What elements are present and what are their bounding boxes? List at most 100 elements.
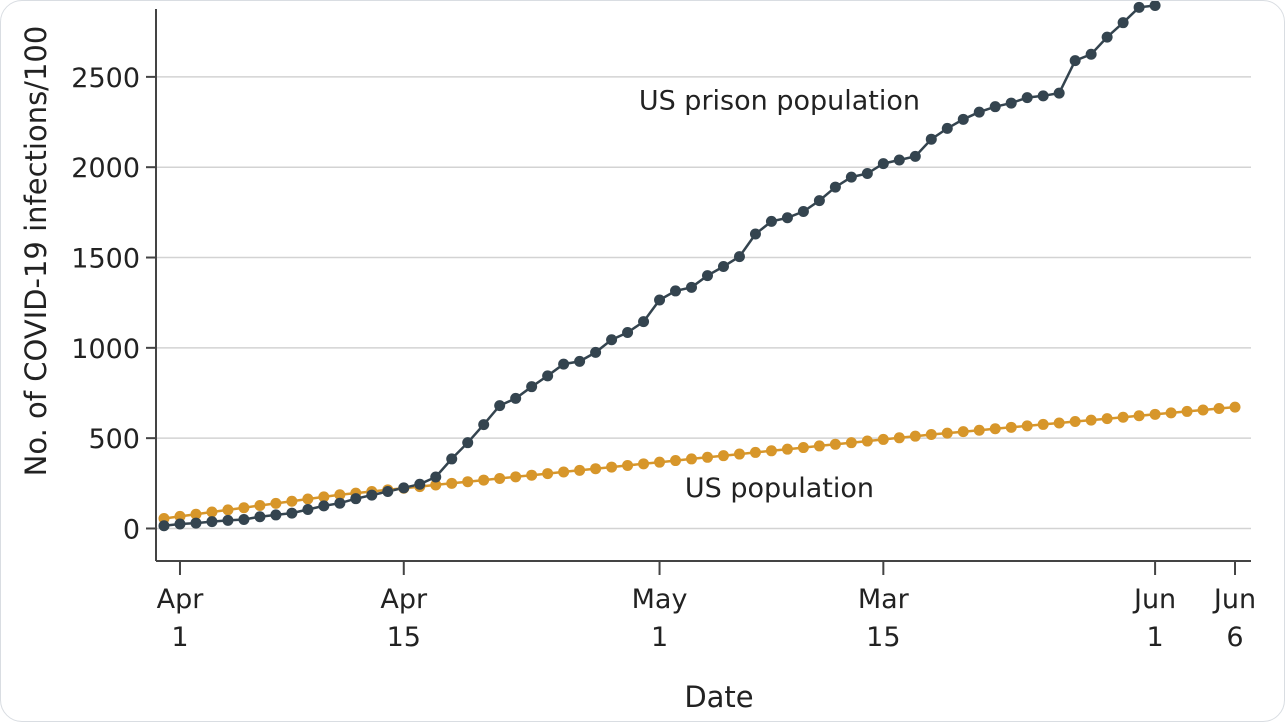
data-point [797,442,809,454]
data-point [222,504,234,516]
data-point [1053,417,1065,429]
y-axis-title: No. of COVID-19 infections/100 [19,26,53,477]
data-point [909,430,921,442]
data-point [893,154,905,166]
grid-lines [156,76,1251,530]
data-point [861,168,873,180]
data-point [318,500,330,512]
x-tick-label-day: 15 [866,622,900,653]
data-point [845,171,857,183]
data-point [1069,55,1081,67]
y-tick-label: 0 [123,514,140,545]
data-point [318,491,330,503]
data-point [462,437,474,449]
data-point [622,459,634,471]
data-point [206,516,218,528]
data-point [574,464,586,476]
x-tick-label-month: Jun [1132,584,1176,615]
x-tick-label-month: Jun [1212,584,1256,615]
data-point [1133,1,1145,13]
data-point [957,113,969,125]
data-point [909,150,921,162]
data-point [781,212,793,224]
data-point [286,495,298,507]
data-point [1101,31,1113,43]
data-point [717,261,729,273]
data-point [366,489,378,501]
data-point [925,133,937,145]
data-point [670,285,682,297]
data-point [765,445,777,457]
data-point [925,429,937,441]
data-point [670,455,682,467]
series-line [163,4,1156,528]
data-point [510,471,522,483]
data-point [430,471,442,483]
data-point [893,432,905,444]
y-tick-label: 2500 [71,63,140,94]
data-point [398,482,410,494]
data-point [446,453,458,465]
data-point [574,355,586,367]
data-point [270,497,282,509]
data-point [797,205,809,217]
data-point [478,474,490,486]
data-point [174,510,186,522]
data-point [414,478,426,490]
data-point [989,423,1001,435]
data-point [238,502,250,514]
data-point [813,440,825,452]
data-point [861,435,873,447]
data-point [765,215,777,227]
x-axis-title: Date [684,680,753,714]
data-point [845,437,857,449]
x-tick-label-month: Apr [380,584,428,615]
data-point [749,228,761,240]
data-point [829,438,841,450]
data-point [941,122,953,134]
data-point [701,270,713,282]
data-point [1085,48,1097,60]
data-point [686,453,698,465]
data-point [286,507,298,519]
data-point [941,427,953,439]
data-point [494,400,506,412]
data-point [781,443,793,455]
data-point [749,446,761,458]
data-point [1181,405,1193,417]
series-lines [163,4,1236,528]
y-tick-label: 500 [88,424,140,455]
data-point [478,419,490,431]
data-point [686,281,698,293]
data-point [1213,403,1225,415]
x-tick-label-day: 1 [171,622,188,653]
data-point [494,472,506,484]
data-point [334,497,346,509]
data-point [638,316,650,328]
data-point [1021,92,1033,104]
series-annotation: US prison population [639,85,920,116]
data-point [606,461,618,473]
x-axis-ticks: Apr 1 Apr 15 May 1 Mar 15 Jun 1 Jun 6 [157,561,1256,653]
data-point [1149,408,1161,420]
data-point [877,158,889,170]
data-point [877,433,889,445]
data-point [206,506,218,518]
data-point [526,469,538,481]
x-tick-label-month: May [632,584,688,615]
series-points [158,1,1241,532]
x-tick-label-day: 6 [1226,622,1243,653]
data-point [654,456,666,468]
data-point [1197,404,1209,416]
data-point [542,468,554,480]
data-point [238,513,250,525]
data-point [1229,401,1241,413]
data-point [190,517,202,529]
data-point [813,195,825,207]
data-point [973,106,985,118]
data-point [382,485,394,497]
x-tick-label-day: 15 [387,622,421,653]
data-point [158,520,170,532]
